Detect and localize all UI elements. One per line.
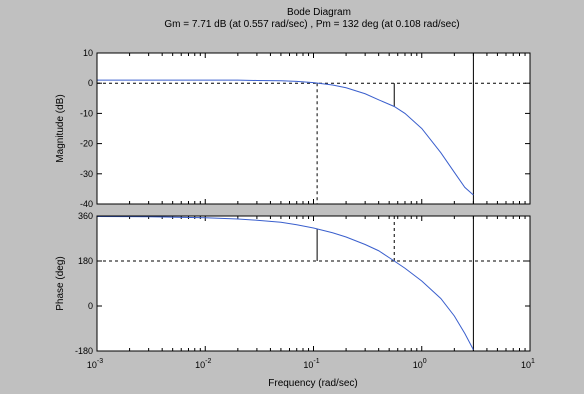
- x-tick-label: 10-3: [87, 358, 103, 370]
- phase-y-tick-label: 0: [88, 301, 93, 311]
- magnitude-axes-frame: [96, 52, 531, 205]
- phase-curve: [96, 216, 474, 350]
- phase-y-tick-label: 180: [78, 256, 93, 266]
- magnitude-y-tick-label: -20: [80, 139, 93, 149]
- x-tick-label: 100: [413, 358, 427, 370]
- x-axis-label: Frequency (rad/sec): [268, 378, 357, 389]
- chart-title: Bode Diagram: [287, 7, 351, 18]
- magnitude-y-tick-label: -10: [80, 108, 93, 118]
- x-tick-label: 10-2: [195, 358, 211, 370]
- magnitude-ylabel: Magnitude (dB): [55, 94, 66, 162]
- magnitude-axes-background: [97, 53, 530, 204]
- magnitude-curve: [97, 79, 474, 196]
- magnitude-y-tick-label: 0: [88, 78, 93, 88]
- magnitude-y-tick-label: 10: [83, 48, 93, 58]
- x-tick-label: 101: [521, 358, 535, 370]
- phase-y-tick-label: -180: [75, 346, 93, 356]
- magnitude-y-tick-label: -30: [80, 169, 93, 179]
- x-tick-label: 10-1: [303, 358, 319, 370]
- x-tick-labels: 10-3 10-2 10-1 100 101: [87, 358, 535, 370]
- phase-plot: 360 180 0 -180 Phase (deg): [55, 211, 531, 356]
- phase-ylabel: Phase (deg): [55, 256, 66, 310]
- magnitude-y-tick-label: -40: [80, 199, 93, 209]
- magnitude-plot: 10 0 -10 -20 -30 -40 Magnitude (dB): [55, 48, 531, 209]
- phase-axes-frame: [96, 215, 531, 352]
- chart-subtitle: Gm = 7.71 dB (at 0.557 rad/sec) , Pm = 1…: [164, 19, 459, 30]
- phase-axes-background: [97, 216, 530, 351]
- phase-y-tick-label: 360: [78, 211, 93, 221]
